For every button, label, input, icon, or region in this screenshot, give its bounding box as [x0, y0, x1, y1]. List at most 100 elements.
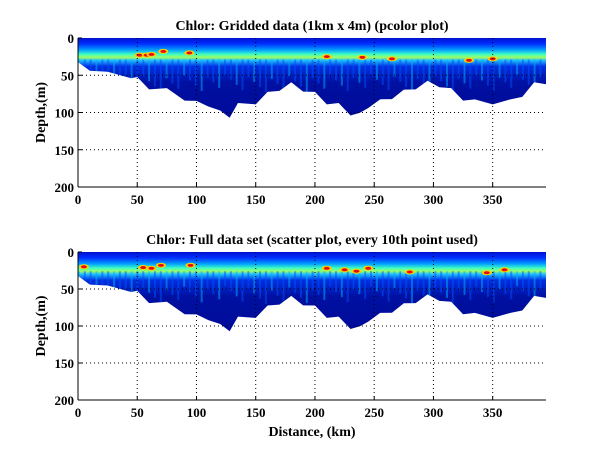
field-streak [381, 271, 384, 297]
x-tick-label: 350 [483, 192, 503, 207]
field-streak [118, 271, 121, 304]
y-tick-label: 150 [55, 356, 75, 371]
field-streak [299, 59, 302, 87]
hotspot-red [136, 53, 143, 57]
field-streak [276, 59, 279, 85]
field-streak [229, 271, 232, 292]
x-axis-label: Distance, (km) [268, 425, 355, 440]
field-streak [317, 271, 320, 295]
field-streak [305, 271, 308, 304]
field-streak [463, 59, 466, 84]
hotspot-red [388, 57, 395, 61]
field-streak [183, 271, 186, 287]
field-streak [107, 271, 110, 294]
field-streak [469, 271, 472, 301]
hotspot-red [186, 51, 193, 55]
field-streak [270, 59, 273, 79]
field-streak [498, 59, 501, 78]
field-streak [270, 271, 273, 291]
hotspot-red [80, 265, 87, 269]
field-streak [200, 271, 203, 303]
field-streak [95, 59, 98, 91]
field-streak [153, 59, 156, 87]
chart-1: 0 50 100 150 200 250 300 350 0 50 100 150 200 Chlor: … [34, 19, 546, 207]
field-streak [89, 59, 92, 85]
field-streak [183, 59, 186, 76]
field-streak [486, 271, 489, 298]
y-tick-label: 0 [68, 31, 75, 46]
x-tick-label: 300 [424, 192, 444, 207]
chart-title: Chlor: Gridded data (1km x 4m) (pcolor p… [175, 19, 448, 34]
field-streak [370, 59, 373, 75]
field-streak [451, 271, 454, 304]
field-streak [130, 271, 133, 296]
hotspot-red [483, 271, 490, 275]
field-streak [124, 271, 127, 291]
field-streak [311, 59, 314, 79]
field-streak [148, 59, 151, 82]
field-streak [457, 271, 460, 290]
field-streak [95, 271, 98, 302]
hotspot-red [323, 55, 330, 59]
field-streak [521, 59, 524, 80]
field-streak [247, 271, 250, 289]
x-tick-label: 0 [75, 405, 82, 420]
field-streak [206, 271, 209, 289]
field-streak [492, 271, 495, 303]
field-streak [352, 59, 355, 78]
field-streak [370, 271, 373, 287]
hotspot-red [341, 268, 348, 272]
field-streak [194, 271, 197, 298]
hotspot-red [465, 58, 472, 62]
x-tick-label: 150 [246, 405, 266, 420]
y-axis-label: Depth,(m) [34, 82, 49, 143]
field-streak [83, 271, 86, 292]
field-streak [375, 59, 378, 80]
field-streak [259, 271, 262, 299]
field-streak [516, 271, 519, 287]
field-streak [364, 59, 367, 88]
field-streak [206, 59, 209, 78]
hotspot-red [148, 266, 155, 270]
field-streak [434, 59, 437, 76]
field-streak [83, 59, 86, 80]
field-streak [428, 271, 431, 301]
field-streak [416, 271, 419, 291]
field-streak [340, 271, 343, 298]
x-tick-label: 100 [187, 405, 207, 420]
field-streak [387, 271, 390, 302]
field-streak [188, 59, 191, 81]
field-streak [113, 59, 116, 88]
field-streak [329, 271, 332, 287]
field-streak [539, 271, 542, 289]
field-streak [142, 59, 145, 76]
field-streak [247, 59, 250, 77]
y-tick-label: 100 [55, 319, 75, 334]
field-streak [527, 59, 530, 85]
field-streak [241, 271, 244, 302]
field-streak [358, 59, 361, 83]
field-streak [259, 59, 262, 88]
field-streak [224, 271, 227, 287]
field-streak [399, 59, 402, 82]
field-streak [486, 59, 489, 86]
chlorophyll-field [78, 252, 546, 332]
field-streak [235, 59, 238, 85]
x-tick-label: 200 [305, 405, 325, 420]
field-streak [282, 271, 285, 301]
y-tick-label: 200 [55, 180, 75, 195]
y-axis-label: Depth,(m) [34, 295, 49, 356]
field-streak [288, 271, 291, 288]
field-streak [118, 59, 121, 93]
field-streak [200, 59, 203, 91]
field-streak [422, 271, 425, 296]
field-streak [481, 59, 484, 81]
field-streak [405, 59, 408, 88]
field-streak [340, 59, 343, 86]
x-tick-label: 250 [364, 405, 384, 420]
field-streak [393, 59, 396, 77]
field-streak [212, 271, 215, 295]
field-streak [124, 59, 127, 79]
field-streak [364, 271, 367, 300]
